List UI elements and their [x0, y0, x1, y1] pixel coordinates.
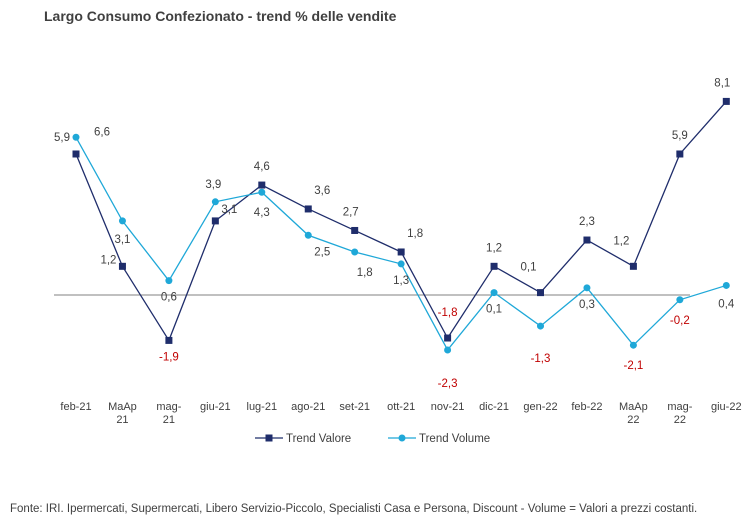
x-tick-label: giu-22 — [711, 401, 742, 413]
data-label: 6,6 — [94, 126, 110, 138]
data-label: 5,9 — [54, 132, 70, 144]
x-tick-label: mag-21 — [156, 401, 181, 426]
data-label: 2,7 — [343, 206, 359, 218]
data-point-trend-volume — [165, 277, 173, 285]
x-tick-label: ago-21 — [291, 401, 325, 413]
x-tick-label: nov-21 — [431, 401, 465, 413]
data-point-trend-volume — [118, 217, 126, 225]
data-point-trend-valore — [444, 334, 452, 342]
data-label: 3,9 — [205, 179, 221, 191]
data-point-trend-valore — [490, 262, 498, 270]
data-label: 1,8 — [407, 228, 423, 240]
data-label: 1,2 — [486, 242, 502, 254]
data-point-trend-valore — [722, 97, 730, 105]
data-point-trend-valore — [211, 217, 219, 225]
data-label: -0,2 — [670, 315, 690, 327]
data-point-trend-volume — [72, 133, 80, 141]
x-tick-label: giu-21 — [200, 401, 231, 413]
data-label: 0,1 — [486, 304, 502, 316]
x-tick-label: dic-21 — [479, 401, 509, 413]
data-point-trend-volume — [211, 198, 219, 206]
data-label: 4,6 — [254, 161, 270, 173]
data-point-trend-volume — [351, 248, 359, 256]
x-tick-label: set-21 — [339, 401, 370, 413]
data-label: 2,5 — [314, 246, 330, 258]
data-point-trend-valore — [351, 226, 359, 234]
data-point-trend-valore — [304, 205, 312, 213]
data-point-trend-valore — [258, 181, 266, 189]
data-point-trend-volume — [583, 284, 591, 292]
legend-marker-square — [265, 434, 273, 442]
data-label: 5,9 — [672, 130, 688, 142]
x-tick-label: gen-22 — [523, 401, 557, 413]
legend-label: Trend Valore — [286, 433, 351, 445]
data-label: -1,3 — [531, 353, 551, 365]
x-tick-label: feb-21 — [60, 401, 91, 413]
data-point-trend-volume — [722, 281, 730, 289]
series-line-trend-valore — [75, 100, 727, 342]
data-label: 1,8 — [357, 267, 373, 279]
chart-title: Largo Consumo Confezionato - trend % del… — [44, 8, 397, 24]
data-label: 1,3 — [393, 275, 409, 287]
data-label: 0,4 — [718, 298, 735, 310]
data-label: -2,3 — [438, 378, 458, 390]
data-point-trend-valore — [676, 150, 684, 158]
data-point-trend-volume — [444, 346, 452, 354]
data-point-trend-volume — [676, 296, 684, 304]
data-label: -2,1 — [623, 360, 643, 372]
data-point-trend-valore — [537, 289, 544, 297]
data-point-trend-volume — [304, 231, 312, 239]
data-point-trend-valore — [629, 262, 637, 270]
legend-marker-circle — [398, 434, 406, 442]
data-point-trend-volume — [629, 341, 637, 349]
data-label: 0,1 — [521, 262, 537, 274]
data-label: 8,1 — [714, 77, 730, 89]
x-tick-label: MaAp 22 — [619, 401, 648, 426]
data-label: 3,1 — [114, 234, 130, 246]
data-label: 2,3 — [579, 216, 595, 228]
data-point-trend-volume — [397, 260, 405, 268]
data-point-trend-volume — [258, 188, 266, 196]
data-label: 1,2 — [100, 254, 116, 266]
legend-label: Trend Volume — [419, 433, 490, 445]
data-point-trend-valore — [118, 262, 126, 270]
data-label: 0,6 — [161, 292, 177, 304]
x-tick-label: mag-22 — [667, 401, 692, 426]
data-point-trend-volume — [490, 289, 498, 297]
data-label: 3,6 — [314, 185, 330, 197]
data-point-trend-valore — [583, 236, 591, 244]
data-label: 4,3 — [254, 207, 270, 219]
x-tick-label: lug-21 — [247, 401, 278, 413]
x-tick-label: ott-21 — [387, 401, 415, 413]
data-point-trend-valore — [72, 150, 80, 158]
data-label: -1,8 — [438, 307, 458, 319]
data-label: 0,3 — [579, 299, 595, 311]
data-label: -1,9 — [159, 351, 179, 363]
data-point-trend-volume — [537, 322, 544, 330]
data-label: 3,1 — [221, 204, 237, 216]
line-chart: 5,9 1,2 -1,9 3,1 4,6 3,6 2,7 1,8 -1,8 1,2 0,1 2,3 1,… — [54, 77, 742, 445]
data-label: 1,2 — [613, 235, 629, 247]
data-point-trend-valore — [165, 336, 173, 344]
data-point-trend-valore — [397, 248, 405, 256]
x-tick-label: MaAp 21 — [108, 401, 137, 426]
source-note: Fonte: IRI. Ipermercati, Supermercati, L… — [10, 503, 698, 515]
x-tick-label: feb-22 — [571, 401, 602, 413]
